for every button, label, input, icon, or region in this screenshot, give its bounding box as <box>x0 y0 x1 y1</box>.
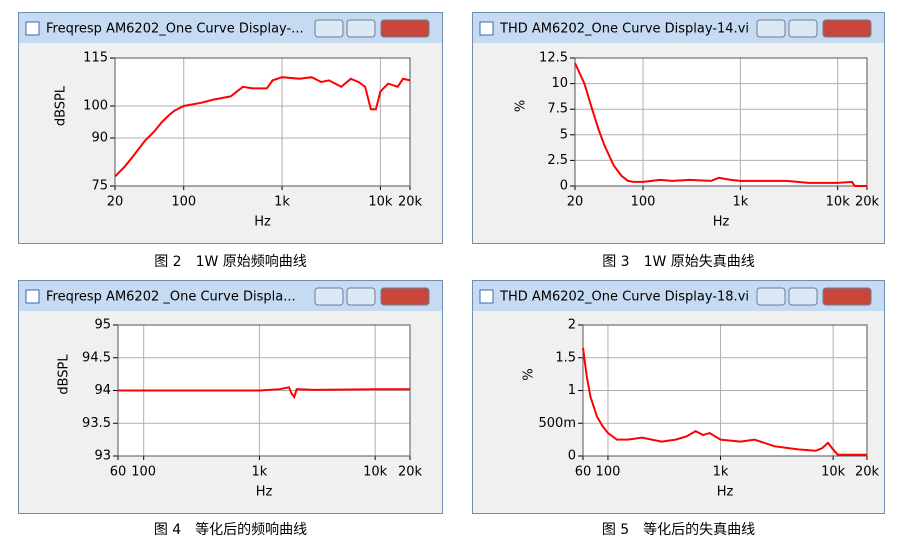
y-tick-label: 7.5 <box>547 102 568 117</box>
minimize-button[interactable] <box>756 287 786 306</box>
x-tick-label: 20 <box>567 195 584 210</box>
x-tick-label: 10k <box>821 465 846 480</box>
figure-caption: 图 3 1W 原始失真曲线 <box>602 254 755 270</box>
y-tick-label: 1.5 <box>555 350 576 365</box>
y-tick-label: 2.5 <box>547 153 568 168</box>
window-title: Freqresp AM6202 _One Curve Displa... <box>46 290 296 305</box>
window-title: THD AM6202_One Curve Display-18.vi <box>499 290 749 305</box>
y-axis-label: dBSPL <box>54 85 69 126</box>
window: Freqresp AM6202_One Curve Display-... 20 1… <box>18 12 443 244</box>
plot-border <box>114 57 411 187</box>
app-icon <box>479 21 494 36</box>
x-tick-label: 60 <box>110 465 127 480</box>
y-tick-label: 93.5 <box>82 416 111 431</box>
data-line <box>582 347 867 456</box>
y-tick-label: 94 <box>94 383 111 398</box>
data-line <box>114 76 411 178</box>
x-tick-label: 10k <box>826 195 851 210</box>
x-tick-label: 1k <box>274 195 290 210</box>
window: THD AM6202_One Curve Display-18.vi 60 100 1… <box>472 280 885 514</box>
y-tick-label: 75 <box>91 179 108 194</box>
x-tick-label: 1k <box>732 195 748 210</box>
maximize-button[interactable] <box>346 19 376 38</box>
y-tick-label: 90 <box>91 131 108 146</box>
x-axis-label: Hz <box>256 485 273 500</box>
y-tick-label: 0 <box>568 449 576 464</box>
y-tick-label: 2 <box>568 318 576 333</box>
plot-border <box>582 324 868 457</box>
x-tick-label: 20k <box>855 195 880 210</box>
y-tick-label: 10 <box>551 76 568 91</box>
x-tick-label: 20 <box>107 195 124 210</box>
y-axis-label: dBSPL <box>57 354 72 395</box>
x-tick-label: 10k <box>363 465 388 480</box>
x-axis-label: Hz <box>254 215 271 230</box>
close-button[interactable] <box>822 287 872 306</box>
y-tick-label: 500m <box>539 416 576 431</box>
window-title: Freqresp AM6202_One Curve Display-... <box>46 22 304 37</box>
x-tick-label: 100 <box>596 465 621 480</box>
y-tick-label: 1 <box>568 383 576 398</box>
x-tick-label: 100 <box>131 465 156 480</box>
minimize-button[interactable] <box>314 19 344 38</box>
close-button[interactable] <box>380 287 430 306</box>
maximize-button[interactable] <box>788 287 818 306</box>
y-tick-label: 115 <box>83 51 108 66</box>
minimize-button[interactable] <box>314 287 344 306</box>
data-line <box>118 386 410 400</box>
x-tick-label: 60 <box>575 465 592 480</box>
x-tick-label: 100 <box>171 195 196 210</box>
x-tick-label: 1k <box>713 465 729 480</box>
y-tick-label: 100 <box>83 99 108 114</box>
app-icon <box>25 289 40 304</box>
figure-caption: 图 5 等化后的失真曲线 <box>602 521 755 538</box>
app-icon <box>479 289 494 304</box>
x-tick-label: 20k <box>855 465 880 480</box>
figure-caption: 图 2 1W 原始频响曲线 <box>154 254 307 270</box>
y-tick-label: 5 <box>560 127 568 142</box>
x-axis-label: Hz <box>717 485 734 500</box>
x-tick-label: 1k <box>252 465 268 480</box>
maximize-button[interactable] <box>346 287 376 306</box>
figure-caption: 图 4 等化后的频响曲线 <box>154 521 307 538</box>
window-title: THD AM6202_One Curve Display-14.vi <box>499 22 749 37</box>
y-tick-label: 95 <box>94 318 111 333</box>
y-tick-label: 12.5 <box>539 51 568 66</box>
x-axis-label: Hz <box>713 215 730 230</box>
app-icon <box>25 21 40 36</box>
plot-area <box>115 58 410 186</box>
close-button[interactable] <box>822 19 872 38</box>
y-tick-label: 93 <box>94 449 111 464</box>
y-axis-label: % <box>522 368 537 380</box>
x-tick-label: 100 <box>631 195 656 210</box>
minimize-button[interactable] <box>756 19 786 38</box>
close-button[interactable] <box>380 19 430 38</box>
y-axis-label: % <box>514 100 529 112</box>
x-tick-label: 10k <box>368 195 393 210</box>
x-tick-label: 20k <box>398 465 423 480</box>
x-tick-label: 20k <box>398 195 423 210</box>
plot-area <box>575 58 867 186</box>
plot-border <box>574 57 868 187</box>
y-tick-label: 0 <box>560 179 568 194</box>
window: Freqresp AM6202 _One Curve Displa... 60 10… <box>18 280 443 514</box>
data-line <box>574 62 867 187</box>
maximize-button[interactable] <box>788 19 818 38</box>
y-tick-label: 94.5 <box>82 350 111 365</box>
